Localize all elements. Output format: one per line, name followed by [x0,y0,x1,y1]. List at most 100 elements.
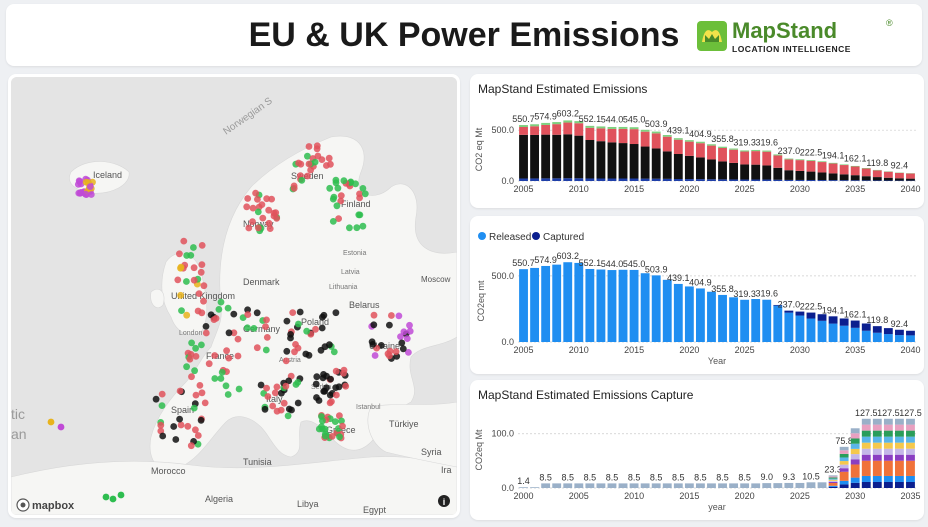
emissions-bar-segment[interactable] [695,157,705,180]
emissions-bar-segment[interactable] [861,168,871,177]
power-plant-marker[interactable] [266,225,274,233]
emissions-bar-segment[interactable] [894,172,904,179]
emissions-bar-segment[interactable] [618,178,628,181]
capture-bar-segment[interactable] [839,446,849,451]
captured-bar[interactable] [806,312,816,319]
capture-bar-segment[interactable] [828,477,838,479]
capture-bar-segment[interactable] [861,418,871,425]
emissions-bar-segment[interactable] [607,128,617,143]
power-plant-marker[interactable] [172,436,180,443]
capture-bar[interactable] [673,483,683,488]
capture-bar-segment[interactable] [883,430,893,437]
power-plant-marker[interactable] [205,360,213,368]
released-bar[interactable] [751,299,761,342]
power-plant-marker[interactable] [326,184,334,192]
power-plant-marker[interactable] [202,323,210,330]
power-plant-marker[interactable] [283,347,291,355]
power-plant-marker[interactable] [158,390,166,398]
power-plant-marker[interactable] [75,177,83,185]
emissions-bar-segment[interactable] [684,155,694,180]
power-plant-marker[interactable] [254,196,261,203]
power-plant-marker[interactable] [177,291,185,299]
power-plant-marker[interactable] [339,422,346,430]
emissions-bar-segment[interactable] [629,178,639,181]
power-plant-marker[interactable] [197,268,205,276]
power-plant-marker[interactable] [269,402,277,410]
power-plant-marker[interactable] [282,382,290,390]
emissions-bar-segment[interactable] [784,159,794,171]
capture-bar-segment[interactable] [850,443,860,449]
capture-bar-segment[interactable] [906,454,915,461]
emissions-bar-segment[interactable] [839,165,849,175]
power-plant-marker[interactable] [198,261,206,268]
capture-bar[interactable] [729,483,739,488]
capture-bar[interactable] [784,482,794,488]
emissions-bar-segment[interactable] [806,160,816,161]
power-plant-marker[interactable] [321,432,329,440]
power-plant-marker[interactable] [305,160,313,168]
power-plant-marker[interactable] [200,297,207,305]
power-plant-marker[interactable] [370,311,378,319]
power-plant-marker[interactable] [313,373,321,381]
power-plant-marker[interactable] [187,351,195,358]
emissions-bar-segment[interactable] [519,178,528,181]
power-plant-marker[interactable] [259,214,267,222]
emissions-bar-segment[interactable] [585,125,595,128]
power-plant-marker[interactable] [158,402,166,409]
released-bar[interactable] [861,330,871,342]
emissions-bar-segment[interactable] [640,178,650,181]
capture-bar-segment[interactable] [872,436,882,443]
emissions-bar-segment[interactable] [872,170,882,178]
emissions-bar-segment[interactable] [574,178,584,181]
capture-bar[interactable] [530,487,540,488]
power-plant-marker[interactable] [318,324,326,332]
power-plant-marker[interactable] [261,405,269,413]
power-plant-marker[interactable] [336,433,343,441]
emissions-bar-segment[interactable] [629,127,639,130]
released-bar[interactable] [684,286,694,342]
released-bar[interactable] [651,275,661,342]
capture-bar-segment[interactable] [906,481,915,488]
power-plant-marker[interactable] [356,194,363,202]
emissions-bar-segment[interactable] [762,165,772,180]
power-plant-marker[interactable] [319,417,326,425]
power-plant-marker[interactable] [183,311,191,319]
power-plant-marker[interactable] [320,371,327,378]
capture-bar-segment[interactable] [872,418,882,425]
emissions-bar-segment[interactable] [828,173,838,181]
power-plant-marker[interactable] [188,339,196,347]
emissions-bar-segment[interactable] [707,144,716,146]
emissions-bar-segment[interactable] [751,149,761,152]
mapbox-attribution[interactable]: mapbox [16,498,75,512]
emissions-bar-segment[interactable] [673,178,683,181]
power-plant-marker[interactable] [253,344,261,352]
emissions-bar-segment[interactable] [596,178,606,181]
power-plant-marker[interactable] [109,495,117,503]
power-plant-marker[interactable] [271,389,279,397]
power-plant-marker[interactable] [264,393,272,400]
power-plant-marker[interactable] [325,154,333,162]
captured-bar[interactable] [872,326,882,333]
capture-bar[interactable] [629,483,639,488]
power-plant-marker[interactable] [224,391,232,398]
power-plant-marker[interactable] [225,354,233,362]
capture-bar-segment[interactable] [906,442,915,449]
power-plant-marker[interactable] [289,309,297,316]
power-plant-marker[interactable] [176,250,183,258]
power-plant-marker[interactable] [198,389,206,397]
power-plant-marker[interactable] [57,423,65,431]
capture-bar-segment[interactable] [839,468,849,472]
capture-bar[interactable] [707,483,716,488]
emissions-bar-segment[interactable] [762,150,772,152]
capture-bar[interactable] [751,483,761,488]
emissions-bar-segment[interactable] [695,141,705,144]
emissions-bar-segment[interactable] [729,179,739,181]
emissions-bar-segment[interactable] [673,139,683,155]
released-bar[interactable] [662,279,672,342]
power-plant-marker[interactable] [312,325,319,333]
capture-bar-segment[interactable] [828,481,838,484]
released-bar[interactable] [673,283,683,342]
capture-bar-segment[interactable] [906,418,915,425]
capture-bar-segment[interactable] [839,484,849,488]
power-plant-marker[interactable] [335,215,342,223]
